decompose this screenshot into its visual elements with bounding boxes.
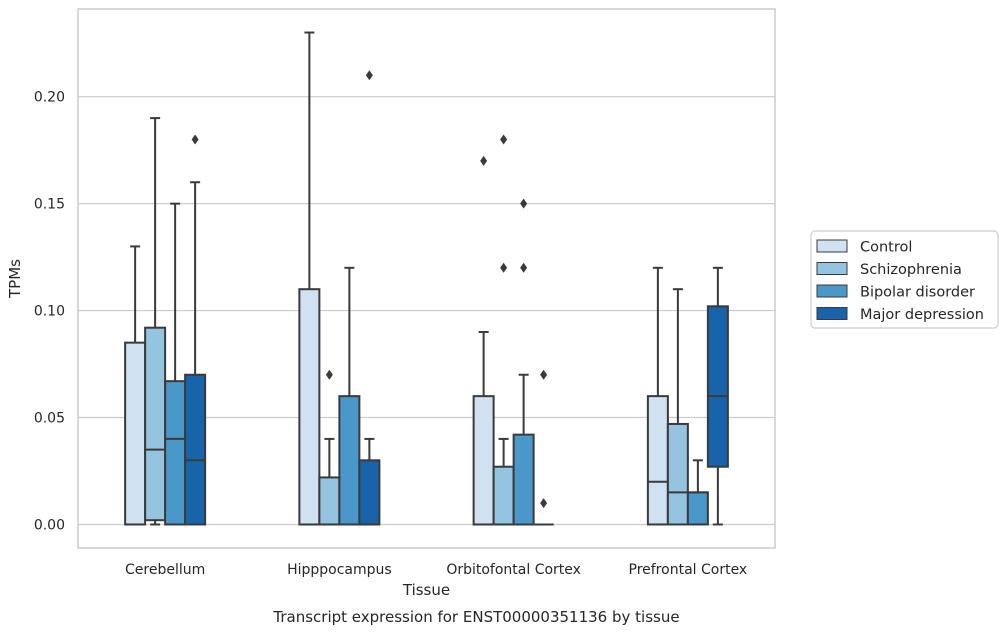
x-tick-labels: Cerebellum Hipppocampus Orbitofontal Corte… xyxy=(125,562,747,578)
box-1-1 xyxy=(318,369,341,526)
box-0-2 xyxy=(164,202,187,526)
x-tick-label: Cerebellum xyxy=(125,562,205,578)
outlier-point xyxy=(325,369,333,380)
outlier-point xyxy=(191,134,199,145)
outlier-point xyxy=(540,498,548,509)
box-rect xyxy=(298,288,321,526)
box-3-0 xyxy=(646,266,669,526)
box-1-2 xyxy=(338,266,361,526)
box-rect xyxy=(646,395,669,526)
y-tick-labels: 0.00 0.05 0.10 0.15 0.20 xyxy=(34,90,65,534)
legend-label: Bipolar disorder xyxy=(860,285,975,301)
box-2-0 xyxy=(472,155,495,526)
box-rect xyxy=(358,459,381,526)
y-tick-label: 0.00 xyxy=(34,517,65,533)
box-0-3 xyxy=(184,134,207,526)
box-1-0 xyxy=(298,31,321,526)
box-0-1 xyxy=(144,117,167,526)
legend: Control Schizophrenia Bipolar disorder Majo… xyxy=(810,230,999,329)
box-rect xyxy=(686,491,709,526)
box-rect xyxy=(184,373,207,526)
box-3-2 xyxy=(686,459,709,526)
box-rect xyxy=(666,422,689,526)
box-1-3 xyxy=(358,70,381,526)
legend-label: Schizophrenia xyxy=(860,262,962,278)
x-tick-label: Hipppocampus xyxy=(287,562,392,578)
box-rect xyxy=(492,465,515,526)
box-rect xyxy=(124,341,147,526)
plot-frame xyxy=(77,8,776,549)
box-rect xyxy=(472,395,495,526)
legend-swatch xyxy=(816,239,848,253)
y-tick-label: 0.10 xyxy=(34,304,65,320)
outlier-point xyxy=(480,155,488,166)
box-rect xyxy=(512,433,535,526)
outlier-point xyxy=(365,70,373,81)
y-tick-label: 0.15 xyxy=(34,197,65,213)
legend-label: Major depression xyxy=(860,307,984,323)
outlier-point xyxy=(520,262,528,273)
y-axis-label: TPMs xyxy=(6,259,24,299)
legend-label: Control xyxy=(860,240,912,256)
box-rect xyxy=(318,476,341,526)
outlier-point xyxy=(500,262,508,273)
x-tick-label: Prefrontal Cortex xyxy=(629,562,748,578)
x-tick-label: Orbitofontal Cortex xyxy=(446,562,581,578)
box-rect xyxy=(164,380,187,526)
box-3-1 xyxy=(666,288,689,526)
box-3-3 xyxy=(706,266,729,526)
legend-frame xyxy=(810,230,999,329)
outlier-point xyxy=(520,198,528,209)
y-tick-label: 0.05 xyxy=(34,411,65,427)
legend-swatch xyxy=(816,262,848,275)
outlier-point xyxy=(540,369,548,380)
box-rect xyxy=(338,395,361,526)
box-rect xyxy=(144,326,167,522)
box-rect xyxy=(706,305,729,468)
y-tick-label: 0.20 xyxy=(34,90,65,106)
x-axis-label: Tissue xyxy=(402,581,450,599)
legend-swatch xyxy=(816,307,848,320)
chart-caption: Transcript expression for ENST0000035113… xyxy=(272,608,679,626)
outlier-point xyxy=(500,134,508,145)
box-2-2 xyxy=(512,198,535,526)
box-2-3 xyxy=(533,369,554,526)
legend-swatch xyxy=(816,284,848,298)
box-marks xyxy=(124,31,729,526)
box-2-1 xyxy=(492,134,515,526)
box-0-0 xyxy=(124,245,147,526)
